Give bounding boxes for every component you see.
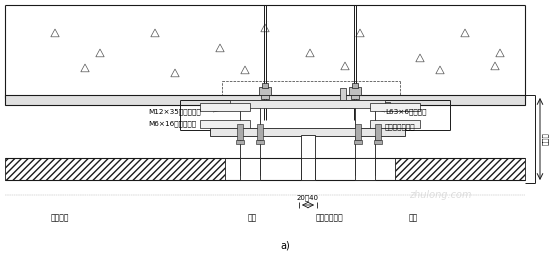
Bar (259, 87, 271, 95)
Bar (370, 120, 420, 128)
Bar (355, 158, 375, 180)
Bar (237, 124, 243, 140)
Bar (210, 128, 405, 136)
Bar (5, 158, 225, 180)
Bar (236, 140, 244, 144)
Bar (355, 100, 375, 175)
Bar (230, 100, 385, 108)
Text: L63×6镀锌角鄂: L63×6镀锌角鄂 (385, 109, 427, 115)
Bar (340, 102, 390, 108)
Bar (256, 140, 264, 144)
Bar (354, 140, 362, 144)
Bar (355, 124, 361, 140)
Bar (349, 87, 361, 95)
Bar (5, 5, 525, 100)
Text: 垂直间隔龙骨: 垂直间隔龙骨 (316, 213, 344, 222)
Text: 不锈锂连接螺钉: 不锈锂连接螺钉 (385, 124, 416, 130)
Bar (301, 135, 315, 180)
Bar (240, 100, 260, 175)
Text: a): a) (280, 240, 290, 250)
Bar (352, 83, 358, 88)
Bar (395, 158, 525, 180)
Bar (200, 103, 250, 111)
Bar (257, 124, 263, 140)
Bar (5, 95, 525, 105)
Bar (262, 83, 268, 88)
Bar (301, 158, 315, 180)
Text: 陶土挪板: 陶土挪板 (51, 213, 69, 222)
Bar (375, 124, 381, 140)
Bar (261, 95, 269, 99)
Bar (340, 88, 346, 108)
Text: 可调节: 可调节 (542, 133, 548, 145)
Text: 龙骨: 龙骨 (248, 213, 256, 222)
Text: M12×35不锈锂螺栓: M12×35不锈锂螺栓 (148, 109, 200, 115)
Text: 20～40: 20～40 (297, 195, 319, 201)
Text: 挂件: 挂件 (408, 213, 418, 222)
Bar (351, 95, 359, 99)
Text: zhulong.com: zhulong.com (409, 190, 472, 200)
Bar (200, 120, 250, 128)
Bar (374, 140, 382, 144)
Text: M6×16不锈锂螺栓: M6×16不锈锂螺栓 (148, 121, 196, 127)
Bar (370, 103, 420, 111)
Bar (240, 158, 260, 180)
